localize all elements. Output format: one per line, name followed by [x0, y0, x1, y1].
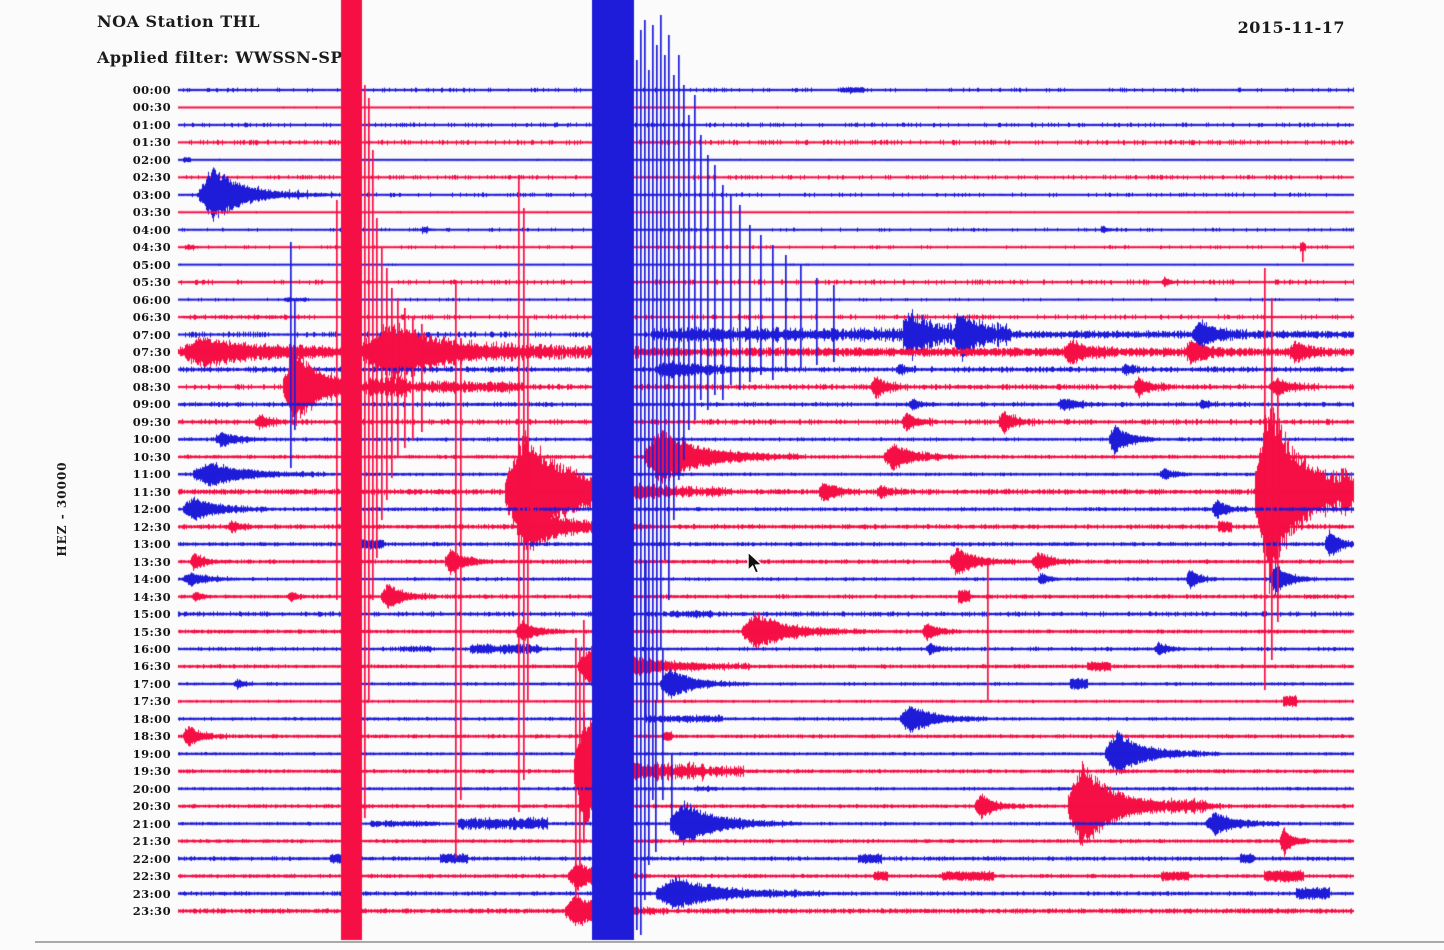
cursor-icon — [747, 551, 764, 575]
